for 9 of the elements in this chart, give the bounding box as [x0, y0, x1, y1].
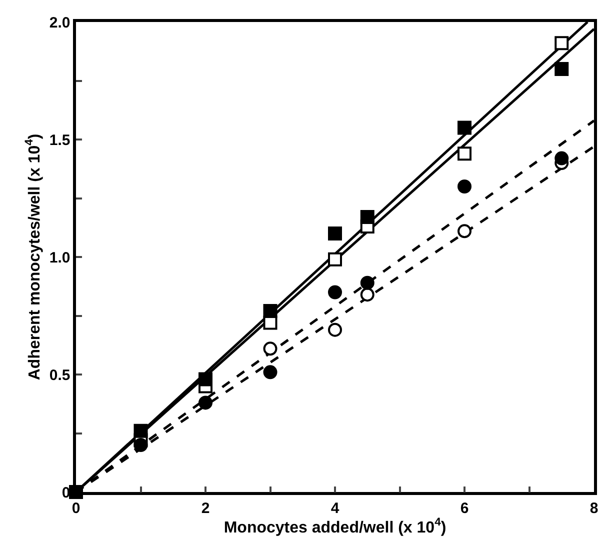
y-tick-label: 2.0: [49, 14, 70, 32]
y-tick-label: 1.0: [49, 249, 70, 266]
x-tick-label: 4: [330, 500, 340, 517]
y-tick-label: 0.5: [49, 366, 70, 384]
x-tick-label: 8: [590, 500, 598, 517]
x-axis-title: Monocytes added/well (x 10$^{4}$): [224, 516, 446, 536]
x-tick-label: 2: [201, 500, 210, 517]
y-tick-label: 1.5: [49, 132, 70, 149]
x-tick-label: 6: [460, 500, 469, 517]
